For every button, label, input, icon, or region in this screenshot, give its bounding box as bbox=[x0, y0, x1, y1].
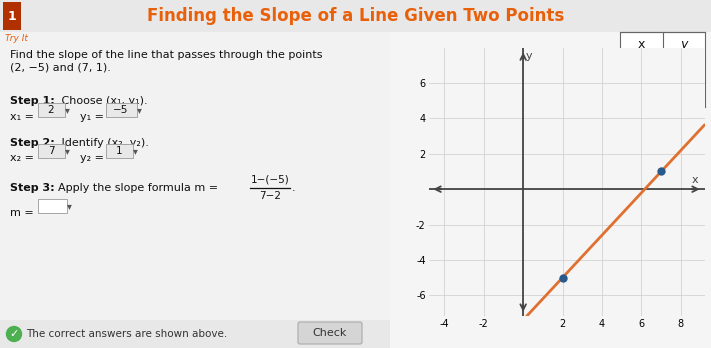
Text: 7−2: 7−2 bbox=[259, 191, 281, 201]
FancyBboxPatch shape bbox=[38, 198, 67, 213]
Text: Finding the Slope of a Line Given Two Points: Finding the Slope of a Line Given Two Po… bbox=[147, 7, 565, 25]
Text: (2, −5) and (7, 1).: (2, −5) and (7, 1). bbox=[10, 62, 111, 72]
FancyBboxPatch shape bbox=[298, 322, 362, 344]
Text: y: y bbox=[680, 38, 688, 51]
Bar bbox=[0, 32, 390, 348]
Text: 7: 7 bbox=[637, 88, 646, 101]
Text: 2: 2 bbox=[637, 63, 645, 76]
Text: The correct answers are shown above.: The correct answers are shown above. bbox=[26, 329, 228, 339]
FancyBboxPatch shape bbox=[105, 143, 132, 158]
FancyBboxPatch shape bbox=[38, 103, 65, 117]
Text: x: x bbox=[638, 38, 645, 51]
Bar bbox=[0, 320, 390, 348]
Text: Choose (x₁, y₁).: Choose (x₁, y₁). bbox=[58, 96, 148, 106]
Text: ▾: ▾ bbox=[65, 146, 70, 156]
Text: 1: 1 bbox=[680, 88, 688, 101]
FancyBboxPatch shape bbox=[38, 143, 65, 158]
Text: Apply the slope formula m =: Apply the slope formula m = bbox=[58, 183, 218, 193]
Text: 1: 1 bbox=[8, 9, 16, 23]
Text: m =: m = bbox=[10, 208, 37, 218]
Text: 1: 1 bbox=[116, 146, 122, 156]
FancyBboxPatch shape bbox=[105, 103, 137, 117]
Text: ✓: ✓ bbox=[9, 329, 18, 339]
Text: Step 1:: Step 1: bbox=[10, 96, 55, 106]
Bar bbox=[0, 0, 711, 32]
Text: 1−(−5): 1−(−5) bbox=[250, 175, 289, 185]
Text: ▾: ▾ bbox=[137, 105, 142, 115]
Text: Step 2:: Step 2: bbox=[10, 138, 55, 148]
Text: Check: Check bbox=[313, 328, 347, 338]
Text: 7: 7 bbox=[48, 146, 54, 156]
Bar bbox=[3, 2, 21, 30]
Text: y₁ =: y₁ = bbox=[80, 112, 107, 122]
Text: Identify (x₂, y₂).: Identify (x₂, y₂). bbox=[58, 138, 149, 148]
Text: −5: −5 bbox=[113, 105, 129, 115]
Text: .: . bbox=[292, 183, 296, 193]
Text: −5: −5 bbox=[675, 63, 693, 76]
Text: ▾: ▾ bbox=[65, 105, 70, 115]
Text: x: x bbox=[692, 175, 699, 185]
Text: ▾: ▾ bbox=[133, 146, 138, 156]
Text: x₂ =: x₂ = bbox=[10, 153, 38, 163]
Text: y: y bbox=[526, 52, 533, 61]
Text: Try It: Try It bbox=[5, 34, 28, 43]
Text: Find the slope of the line that passes through the points: Find the slope of the line that passes t… bbox=[10, 50, 323, 60]
Text: x₁ =: x₁ = bbox=[10, 112, 38, 122]
Bar bbox=[620, 32, 705, 107]
Bar bbox=[390, 32, 711, 348]
Circle shape bbox=[6, 326, 21, 341]
Text: y₂ =: y₂ = bbox=[80, 153, 107, 163]
Text: Step 3:: Step 3: bbox=[10, 183, 55, 193]
Text: ▾: ▾ bbox=[67, 201, 72, 211]
Text: 2: 2 bbox=[48, 105, 54, 115]
